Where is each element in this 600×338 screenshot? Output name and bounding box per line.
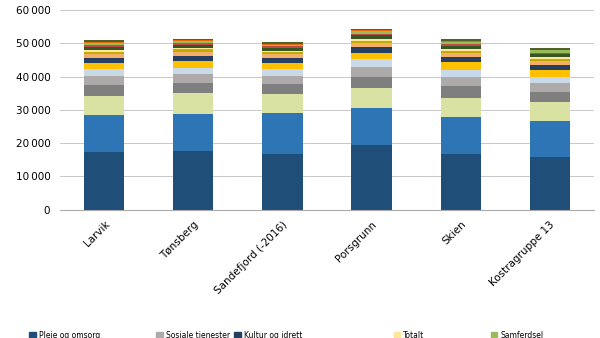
- Bar: [173, 41, 214, 43]
- Bar: [84, 69, 124, 76]
- Bar: [84, 85, 124, 96]
- Bar: [530, 102, 570, 121]
- Bar: [352, 47, 392, 52]
- Bar: [352, 39, 392, 41]
- Bar: [262, 45, 302, 47]
- Bar: [262, 54, 302, 58]
- Bar: [84, 42, 124, 43]
- Bar: [352, 35, 392, 39]
- Bar: [530, 121, 570, 158]
- Bar: [173, 45, 214, 48]
- Bar: [440, 70, 481, 77]
- Bar: [530, 61, 570, 65]
- Bar: [530, 77, 570, 83]
- Bar: [262, 58, 302, 63]
- Bar: [262, 42, 302, 44]
- Bar: [440, 87, 481, 98]
- Bar: [173, 61, 214, 68]
- Bar: [530, 59, 570, 61]
- Bar: [440, 77, 481, 87]
- Bar: [262, 113, 302, 153]
- Bar: [173, 151, 214, 210]
- Bar: [84, 40, 124, 42]
- Bar: [173, 39, 214, 40]
- Bar: [530, 48, 570, 49]
- Bar: [530, 65, 570, 70]
- Bar: [262, 47, 302, 48]
- Bar: [440, 62, 481, 70]
- Bar: [173, 68, 214, 74]
- Bar: [440, 117, 481, 153]
- Bar: [84, 54, 124, 58]
- Bar: [84, 152, 124, 210]
- Bar: [440, 44, 481, 46]
- Bar: [530, 158, 570, 210]
- Bar: [352, 88, 392, 108]
- Bar: [530, 54, 570, 57]
- Bar: [352, 68, 392, 77]
- Bar: [530, 70, 570, 77]
- Bar: [352, 43, 392, 47]
- Bar: [262, 51, 302, 52]
- Bar: [84, 63, 124, 69]
- Bar: [440, 49, 481, 51]
- Bar: [173, 52, 214, 55]
- Legend: Pleie og omsorg, Grunnskole, Barnehage, Adm, styring og fellesutgifter, Sosiale : Pleie og omsorg, Grunnskole, Barnehage, …: [28, 329, 600, 338]
- Bar: [440, 41, 481, 42]
- Bar: [84, 76, 124, 85]
- Bar: [440, 46, 481, 49]
- Bar: [352, 59, 392, 68]
- Bar: [173, 83, 214, 93]
- Bar: [352, 145, 392, 210]
- Bar: [173, 48, 214, 49]
- Bar: [262, 153, 302, 210]
- Bar: [262, 76, 302, 84]
- Bar: [352, 41, 392, 43]
- Bar: [262, 48, 302, 51]
- Bar: [84, 96, 124, 115]
- Bar: [530, 49, 570, 50]
- Bar: [530, 83, 570, 92]
- Bar: [440, 39, 481, 41]
- Bar: [84, 47, 124, 50]
- Bar: [440, 42, 481, 44]
- Bar: [352, 34, 392, 35]
- Bar: [84, 115, 124, 152]
- Bar: [173, 114, 214, 151]
- Bar: [262, 52, 302, 54]
- Bar: [173, 49, 214, 52]
- Bar: [84, 58, 124, 63]
- Bar: [262, 84, 302, 94]
- Bar: [262, 69, 302, 76]
- Bar: [352, 108, 392, 145]
- Bar: [530, 53, 570, 54]
- Bar: [440, 53, 481, 57]
- Bar: [173, 93, 214, 114]
- Bar: [84, 50, 124, 52]
- Bar: [530, 57, 570, 59]
- Bar: [84, 52, 124, 54]
- Bar: [262, 44, 302, 45]
- Bar: [440, 153, 481, 210]
- Bar: [173, 55, 214, 61]
- Bar: [173, 74, 214, 83]
- Bar: [262, 63, 302, 69]
- Bar: [440, 51, 481, 53]
- Bar: [173, 40, 214, 41]
- Bar: [440, 57, 481, 62]
- Bar: [352, 52, 392, 59]
- Bar: [352, 30, 392, 31]
- Bar: [262, 94, 302, 113]
- Bar: [352, 77, 392, 88]
- Bar: [84, 45, 124, 47]
- Bar: [530, 92, 570, 102]
- Bar: [84, 43, 124, 45]
- Bar: [352, 29, 392, 30]
- Bar: [530, 50, 570, 53]
- Bar: [352, 31, 392, 34]
- Bar: [440, 98, 481, 117]
- Bar: [173, 43, 214, 45]
